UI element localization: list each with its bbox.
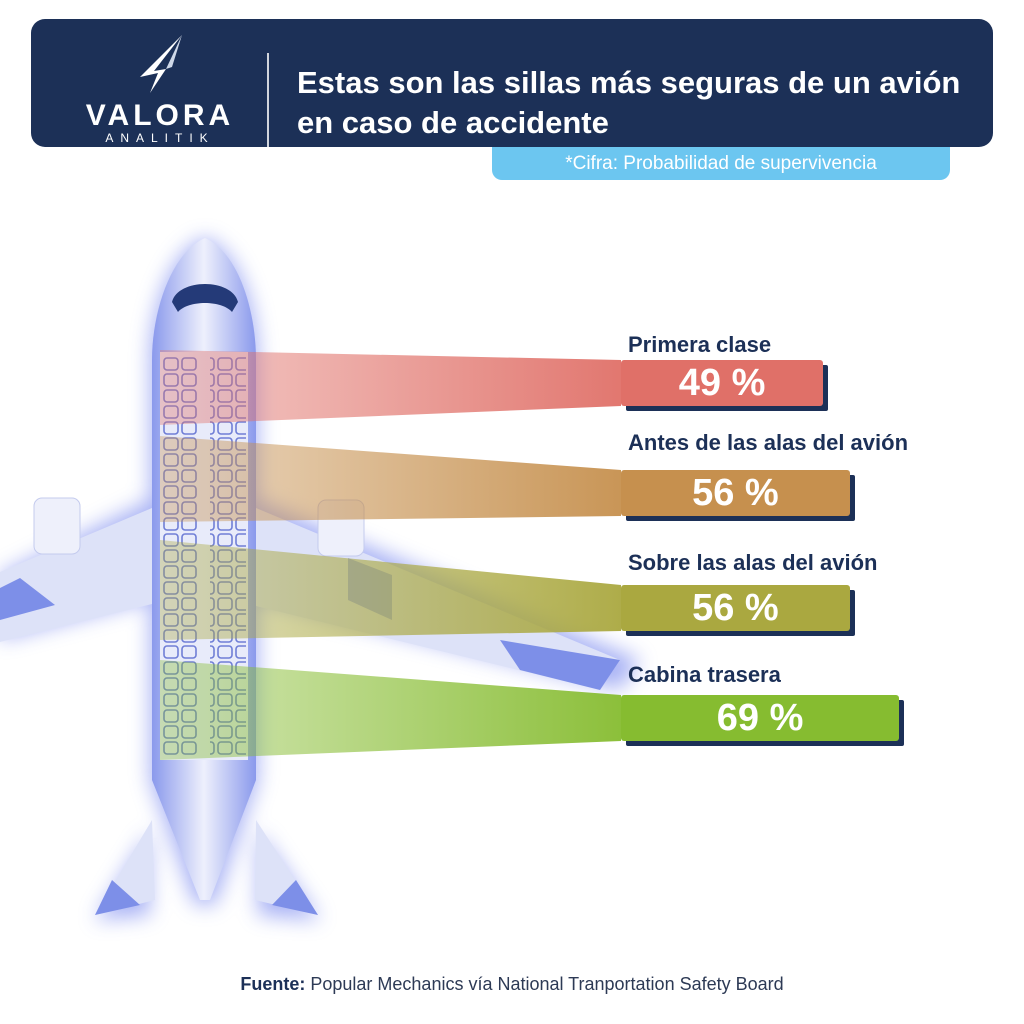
beam-1 <box>160 436 621 522</box>
logo-name: VALORA <box>85 99 235 132</box>
value-label-1: 56 % <box>692 472 779 514</box>
value-label-3: 69 % <box>716 697 804 739</box>
category-label-3: Cabina trasera <box>628 662 781 687</box>
category-label-0: Primera clase <box>628 332 772 357</box>
valora-logo-icon <box>140 35 182 93</box>
category-label-1: Antes de las alas del avión <box>628 430 909 455</box>
beam-3 <box>160 660 621 760</box>
value-label-0: 49 % <box>678 362 766 404</box>
header-banner: VALORA ANALITIK Estas son las sillas más… <box>31 19 993 149</box>
category-label-2: Sobre las alas del avión <box>628 550 878 575</box>
source-note: Fuente: Popular Mechanics vía National T… <box>0 972 1024 996</box>
bar-1: 56 % <box>621 470 850 516</box>
note-badge: *Cifra: Probabilidad de supervivencia <box>492 147 950 180</box>
source-label: Fuente: <box>240 974 306 994</box>
title-line-2: en caso de accidente <box>297 105 609 140</box>
cockpit-windows <box>172 284 238 312</box>
beam-2 <box>160 540 621 640</box>
header-divider <box>267 53 269 149</box>
airplane-illustration <box>0 238 640 920</box>
bar-2: 56 % <box>621 585 850 631</box>
beam-0 <box>160 350 621 425</box>
logo-subtitle: ANALITIK <box>105 131 215 145</box>
title-line-1: Estas son las sillas más seguras de un a… <box>297 65 961 100</box>
bar-0: 49 % <box>621 360 824 406</box>
value-label-2: 56 % <box>692 587 779 629</box>
source-text: Popular Mechanics vía National Tranporta… <box>310 974 784 994</box>
bar-3: 69 % <box>621 695 900 741</box>
page-title: Estas son las sillas más seguras de un a… <box>297 63 1007 143</box>
